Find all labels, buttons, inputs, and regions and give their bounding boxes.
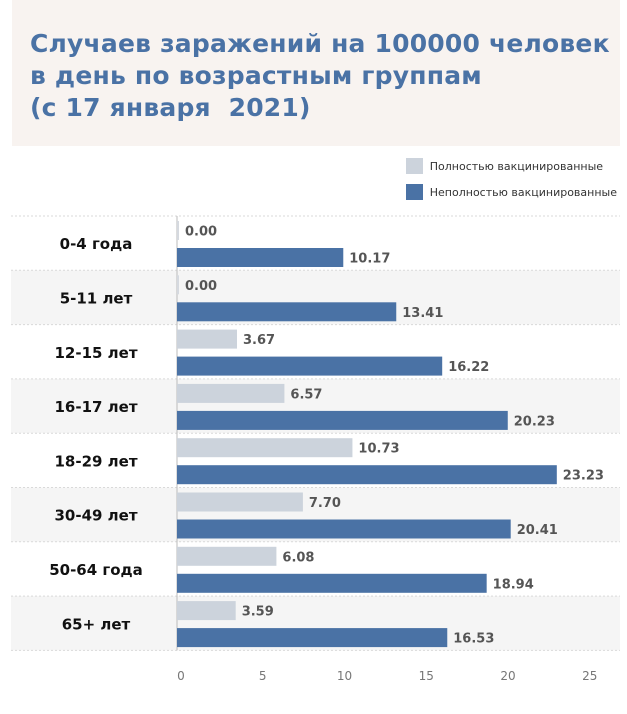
- legend-label-partial: Неполностью вакцинированные: [429, 185, 617, 199]
- bar-partial: [177, 519, 511, 539]
- category-label: 65+ лет: [62, 615, 131, 633]
- bar-partial: [177, 356, 443, 376]
- data-label-full: 0.00: [185, 225, 217, 240]
- bar-partial: [177, 248, 344, 267]
- bar-partial: [177, 465, 557, 485]
- legend-item-full: Полностью вакцинированные: [405, 158, 617, 174]
- data-label-partial: 18.94: [493, 577, 534, 592]
- chart-title-line-2: в день по возрастным группам: [30, 61, 482, 90]
- x-tick-label: 15: [419, 669, 434, 683]
- data-label-full: 3.59: [242, 605, 274, 620]
- category-label: 50-64 года: [49, 561, 143, 579]
- x-tick-label: 0: [177, 669, 185, 683]
- data-label-partial: 16.53: [453, 632, 494, 647]
- bar-full: [177, 546, 277, 566]
- category-label: 18-29 лет: [54, 452, 137, 470]
- legend-label-full: Полностью вакцинированные: [429, 159, 604, 173]
- title-box: Случаев заражений на 100000 человек в де…: [12, 0, 620, 146]
- bar-full: [177, 601, 236, 621]
- category-label: 30-49 лет: [54, 507, 137, 525]
- bar-partial: [177, 302, 397, 322]
- legend-swatch-partial: [405, 184, 423, 200]
- category-label: 0-4 года: [60, 235, 133, 253]
- data-label-full: 6.08: [282, 550, 314, 565]
- chart-title: Случаев заражений на 100000 человек в де…: [30, 28, 610, 124]
- data-label-partial: 23.23: [563, 469, 604, 484]
- bar-full: [177, 221, 179, 240]
- data-label-partial: 20.41: [517, 523, 558, 538]
- data-label-full: 6.57: [290, 387, 322, 402]
- bar-partial: [177, 573, 487, 593]
- data-label-partial: 13.41: [402, 306, 443, 321]
- bar-full: [177, 275, 179, 295]
- x-tick-label: 10: [337, 669, 352, 683]
- bar-full: [177, 438, 353, 458]
- bar-full: [177, 329, 238, 349]
- data-label-partial: 16.22: [448, 360, 489, 375]
- data-label-full: 10.73: [358, 442, 399, 457]
- data-label-partial: 20.23: [514, 414, 555, 429]
- legend-swatch-full: [405, 158, 423, 174]
- chart-title-line-3: (с 17 января 2021): [30, 93, 311, 122]
- bar-full: [177, 492, 303, 512]
- x-tick-label: 5: [259, 669, 267, 683]
- category-label: 12-15 лет: [54, 344, 137, 362]
- bar-partial: [177, 628, 448, 648]
- data-label-partial: 10.17: [349, 252, 390, 267]
- bar-partial: [177, 410, 508, 430]
- data-label-full: 0.00: [185, 279, 217, 294]
- x-tick-label: 20: [500, 669, 515, 683]
- data-label-full: 3.67: [243, 333, 275, 348]
- bar-full: [177, 383, 285, 403]
- legend: Полностью вакцинированные Неполностью ва…: [405, 158, 617, 210]
- category-label: 16-17 лет: [54, 398, 137, 416]
- category-label: 5-11 лет: [60, 289, 133, 307]
- data-label-full: 7.70: [309, 496, 341, 511]
- legend-item-partial: Неполностью вакцинированные: [405, 184, 617, 200]
- chart-title-line-1: Случаев заражений на 100000 человек: [30, 29, 610, 58]
- x-tick-label: 25: [582, 669, 597, 683]
